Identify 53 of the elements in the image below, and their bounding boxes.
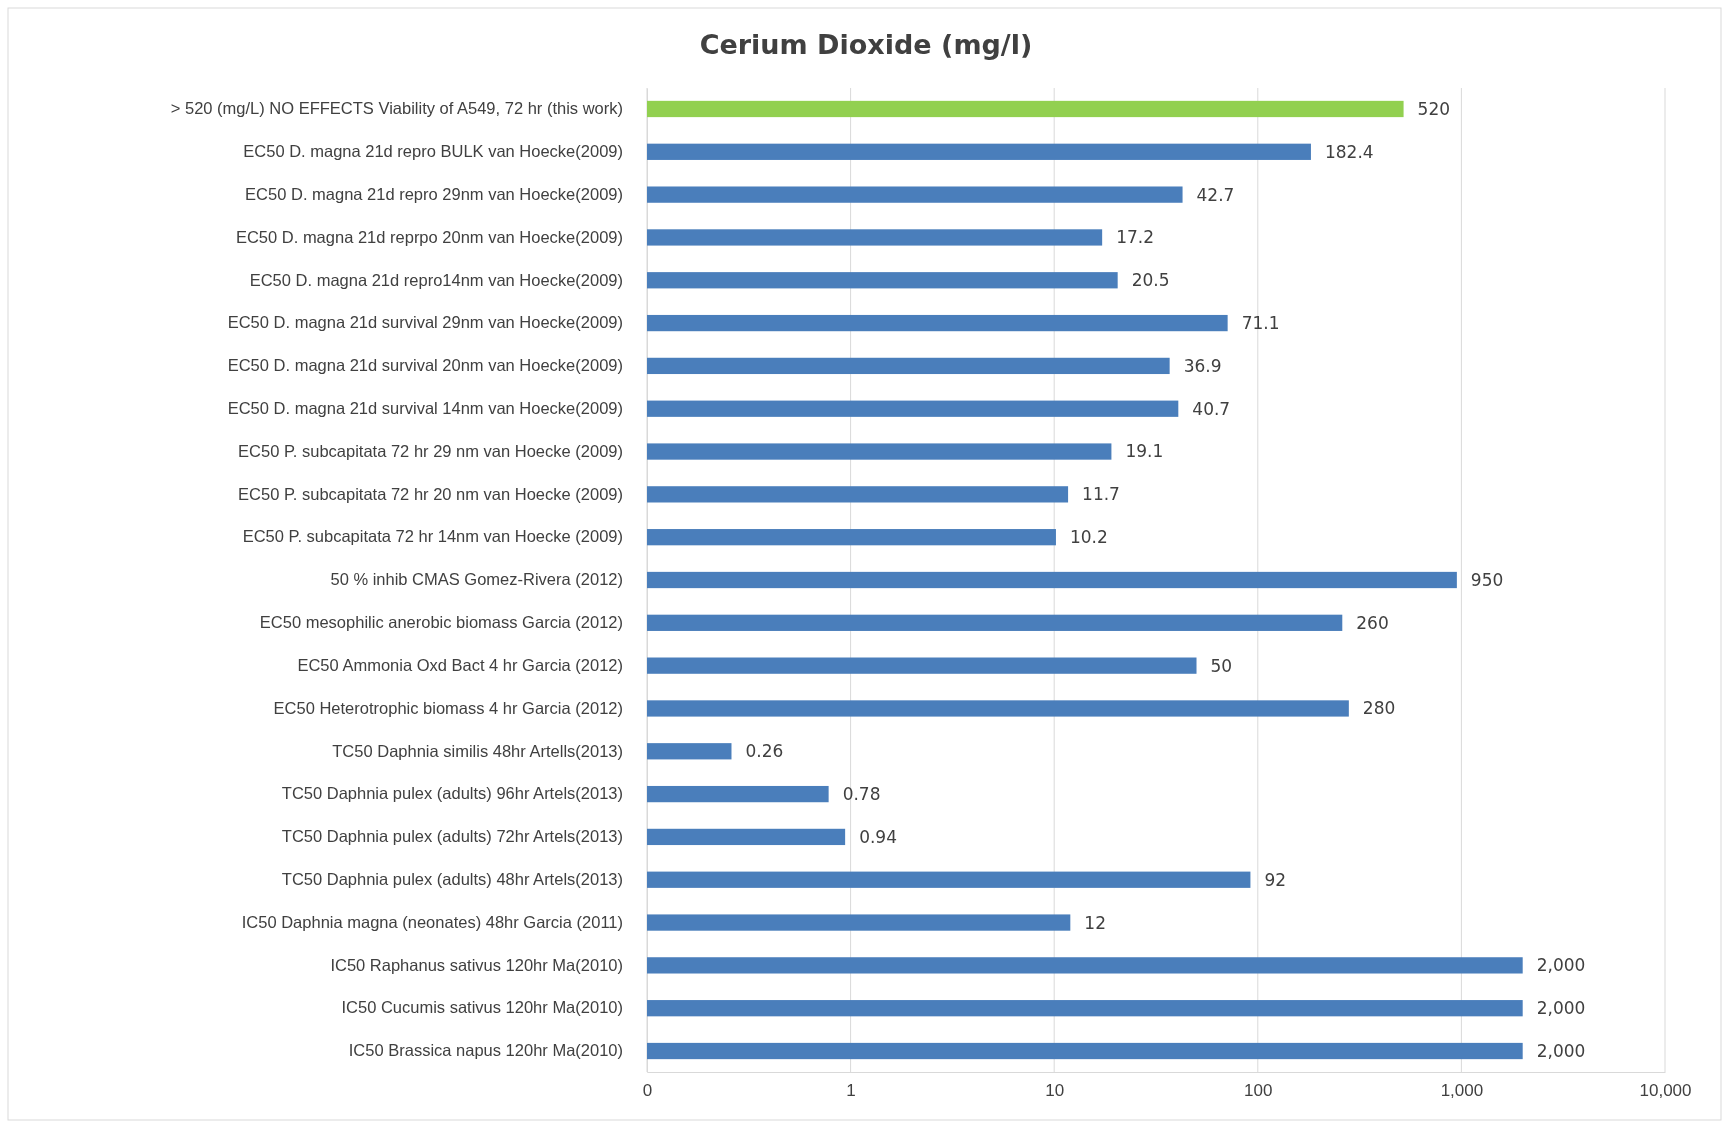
data-label: 950 (1470, 569, 1504, 590)
y-tick-label: TC50 Daphnia similis 48hr Artells(2013) (332, 741, 623, 760)
y-tick-label: EC50 P. subcapitata 72 hr 14nm van Hoecke (2009) (242, 527, 623, 546)
x-tick-label: 1,000 (1440, 1081, 1484, 1101)
data-label: 19.1 (1125, 441, 1164, 462)
y-tick-label: TC50 Daphnia pulex (adults) 96hr Artels(2013) (281, 784, 623, 803)
data-label: 36.9 (1183, 355, 1222, 376)
y-tick-label: IC50 Daphnia magna (neonates) 48hr Garcia (2011) (241, 912, 623, 931)
x-tick-label: 10,000 (1639, 1081, 1692, 1101)
data-label: 2,000 (1536, 1040, 1586, 1061)
data-label: 10.2 (1069, 527, 1108, 548)
y-tick-label: > 520 (mg/L) NO EFFECTS Viability of A549, 72 hr (this work) (170, 99, 623, 118)
y-tick-label: EC50 D. magna 21d repro14nm van Hoecke(2009) (249, 270, 623, 289)
chart-title: Cerium Dioxide (mg/l) (699, 29, 1033, 60)
y-tick-label: TC50 Daphnia pulex (adults) 48hr Artels(2013) (281, 870, 623, 889)
y-tick-label: EC50 D. magna 21d repro 29nm van Hoecke(2009) (245, 184, 623, 203)
x-tick-label: 10 (1045, 1081, 1065, 1101)
x-tick-label: 0 (642, 1081, 653, 1101)
x-tick-label: 1 (846, 1081, 856, 1101)
data-label: 92 (1264, 869, 1287, 890)
data-label: 71.1 (1241, 313, 1280, 334)
data-label: 12 (1084, 912, 1106, 933)
y-tick-label: 50 % inhib CMAS Gomez-Rivera (2012) (330, 570, 623, 589)
y-tick-label: IC50 Brassica napus 120hr Ma(2010) (348, 1041, 623, 1060)
y-tick-label: IC50 Raphanus sativus 120hr Ma(2010) (330, 955, 623, 974)
data-label: 280 (1362, 698, 1396, 719)
y-tick-label: EC50 mesophilic anerobic biomass Garcia (2012) (259, 613, 623, 632)
data-label: 50 (1210, 655, 1233, 676)
x-tick-label: 100 (1244, 1081, 1273, 1101)
data-label: 182.4 (1324, 141, 1374, 162)
data-label: 0.26 (745, 741, 784, 762)
data-label: 2,000 (1536, 998, 1586, 1019)
y-tick-label: EC50 Heterotrophic biomass 4 hr Garcia (2012) (273, 698, 623, 717)
y-tick-label: IC50 Cucumis sativus 120hr Ma(2010) (341, 998, 623, 1017)
data-label: 42.7 (1196, 184, 1235, 205)
y-tick-label: TC50 Daphnia pulex (adults) 72hr Artels(2013) (281, 827, 623, 846)
data-label: 0.78 (842, 784, 881, 805)
data-label: 0.94 (859, 826, 897, 847)
data-label: 40.7 (1192, 398, 1231, 419)
y-tick-label: EC50 P. subcapitata 72 hr 20 nm van Hoecke (2009) (238, 484, 623, 503)
data-label: 260 (1356, 612, 1389, 633)
y-tick-label: EC50 D. magna 21d survival 20nm van Hoecke(2009) (227, 356, 623, 375)
y-tick-label: EC50 D. magna 21d reprpo 20nm van Hoecke(2009) (235, 227, 623, 246)
data-label: 11.7 (1082, 484, 1120, 505)
y-tick-label: EC50 P. subcapitata 72 hr 29 nm van Hoecke (2009) (238, 441, 623, 460)
data-label: 2,000 (1536, 955, 1586, 976)
y-tick-label: EC50 D. magna 21d survival 14nm van Hoecke(2009) (227, 399, 623, 417)
y-tick-label: EC50 D. magna 21d repro BULK van Hoecke(2009) (243, 142, 623, 161)
data-label: 17.2 (1116, 227, 1155, 248)
data-label: 520 (1417, 98, 1451, 119)
y-tick-label: EC50 Ammonia Oxd Bact 4 hr Garcia (2012) (297, 655, 623, 674)
data-label: 20.5 (1131, 270, 1170, 291)
y-tick-label: EC50 D. magna 21d survival 29nm van Hoecke(2009) (227, 313, 623, 332)
